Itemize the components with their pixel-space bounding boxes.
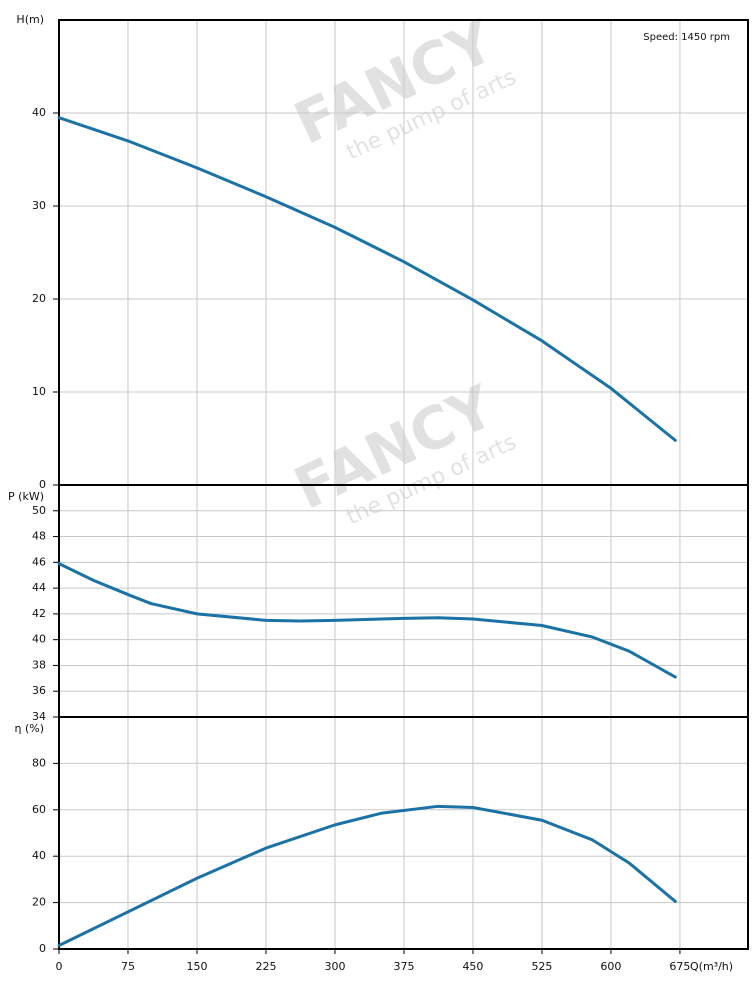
y-tick-label: 46 — [32, 555, 46, 568]
y-tick-label: 44 — [32, 581, 46, 594]
y-tick-label: 20 — [32, 896, 46, 909]
x-tick-label: 225 — [255, 960, 276, 973]
annotation: Speed: 1450 rpm — [643, 32, 730, 43]
x-tick-label: 75 — [121, 960, 135, 973]
y-tick-label: 30 — [32, 199, 46, 212]
y-axis-label: P (kW) — [8, 490, 44, 503]
x-axis-label: Q(m³/h) — [690, 960, 733, 973]
x-tick-label: 300 — [324, 960, 345, 973]
y-tick-label: 20 — [32, 292, 46, 305]
y-tick-label: 0 — [39, 478, 46, 491]
series-line — [57, 116, 677, 442]
x-tick-label: 150 — [186, 960, 207, 973]
y-tick-label: 40 — [32, 633, 46, 646]
y-tick-label: 10 — [32, 385, 46, 398]
y-tick-label: 48 — [32, 530, 46, 543]
y-axis-label: η (%) — [14, 722, 44, 735]
x-tick-label: 675 — [669, 960, 690, 973]
panel-frame — [58, 716, 749, 950]
series-line — [57, 562, 677, 679]
y-tick-label: 38 — [32, 658, 46, 671]
x-tick-label: 0 — [56, 960, 63, 973]
series-line — [57, 804, 677, 948]
y-tick-label: 42 — [32, 607, 46, 620]
y-tick-label: 0 — [39, 942, 46, 955]
y-tick-label: 34 — [32, 710, 46, 723]
y-tick-label: 40 — [32, 849, 46, 862]
x-tick-label: 600 — [600, 960, 621, 973]
y-tick-label: 36 — [32, 684, 46, 697]
y-tick-label: 40 — [32, 106, 46, 119]
y-tick-label: 50 — [32, 504, 46, 517]
y-axis-label: H(m) — [16, 13, 44, 26]
x-tick-label: 450 — [462, 960, 483, 973]
y-tick-label: 80 — [32, 756, 46, 769]
x-tick-label: 375 — [393, 960, 414, 973]
x-tick-label: 525 — [531, 960, 552, 973]
y-tick-label: 60 — [32, 803, 46, 816]
